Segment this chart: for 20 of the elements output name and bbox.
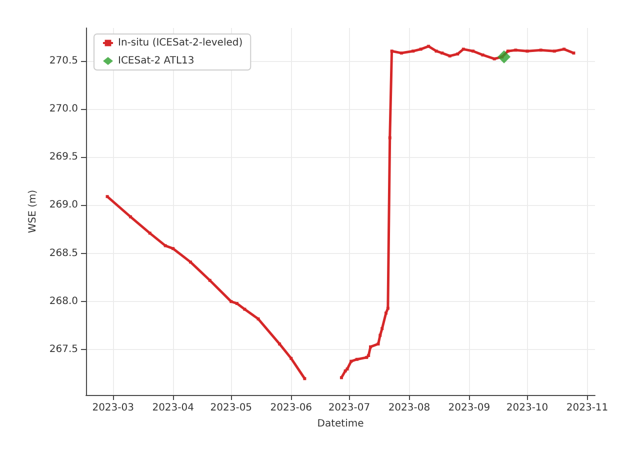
y-tick-label: 268.0 — [49, 296, 78, 308]
x-tick-label: 2023-11 — [566, 402, 608, 414]
x-tick-label: 2023-07 — [328, 402, 370, 414]
x-tick-label: 2023-05 — [210, 402, 252, 414]
x-tick-label: 2023-03 — [92, 402, 134, 414]
x-tick-label: 2023-06 — [270, 402, 312, 414]
legend-label: ICESat-2 ATL13 — [118, 56, 194, 66]
x-tick-label: 2023-10 — [506, 402, 548, 414]
x-tick-label: 2023-04 — [152, 402, 194, 414]
y-tick-label: 270.0 — [49, 103, 78, 114]
y-tick-label: 269.0 — [49, 200, 78, 211]
x-axis-title: Datetime — [317, 418, 364, 430]
legend-label: In-situ (ICESat-2-leveled) — [118, 38, 243, 48]
y-axis-title: WSE (m) — [28, 190, 38, 234]
y-tick-label: 267.5 — [49, 344, 78, 356]
y-tick-label: 270.5 — [49, 55, 78, 66]
x-tick-label: 2023-08 — [388, 402, 430, 414]
x-tick-label: 2023-09 — [448, 402, 490, 414]
y-tick-label: 269.5 — [49, 152, 78, 163]
y-tick-label: 268.5 — [49, 248, 78, 259]
